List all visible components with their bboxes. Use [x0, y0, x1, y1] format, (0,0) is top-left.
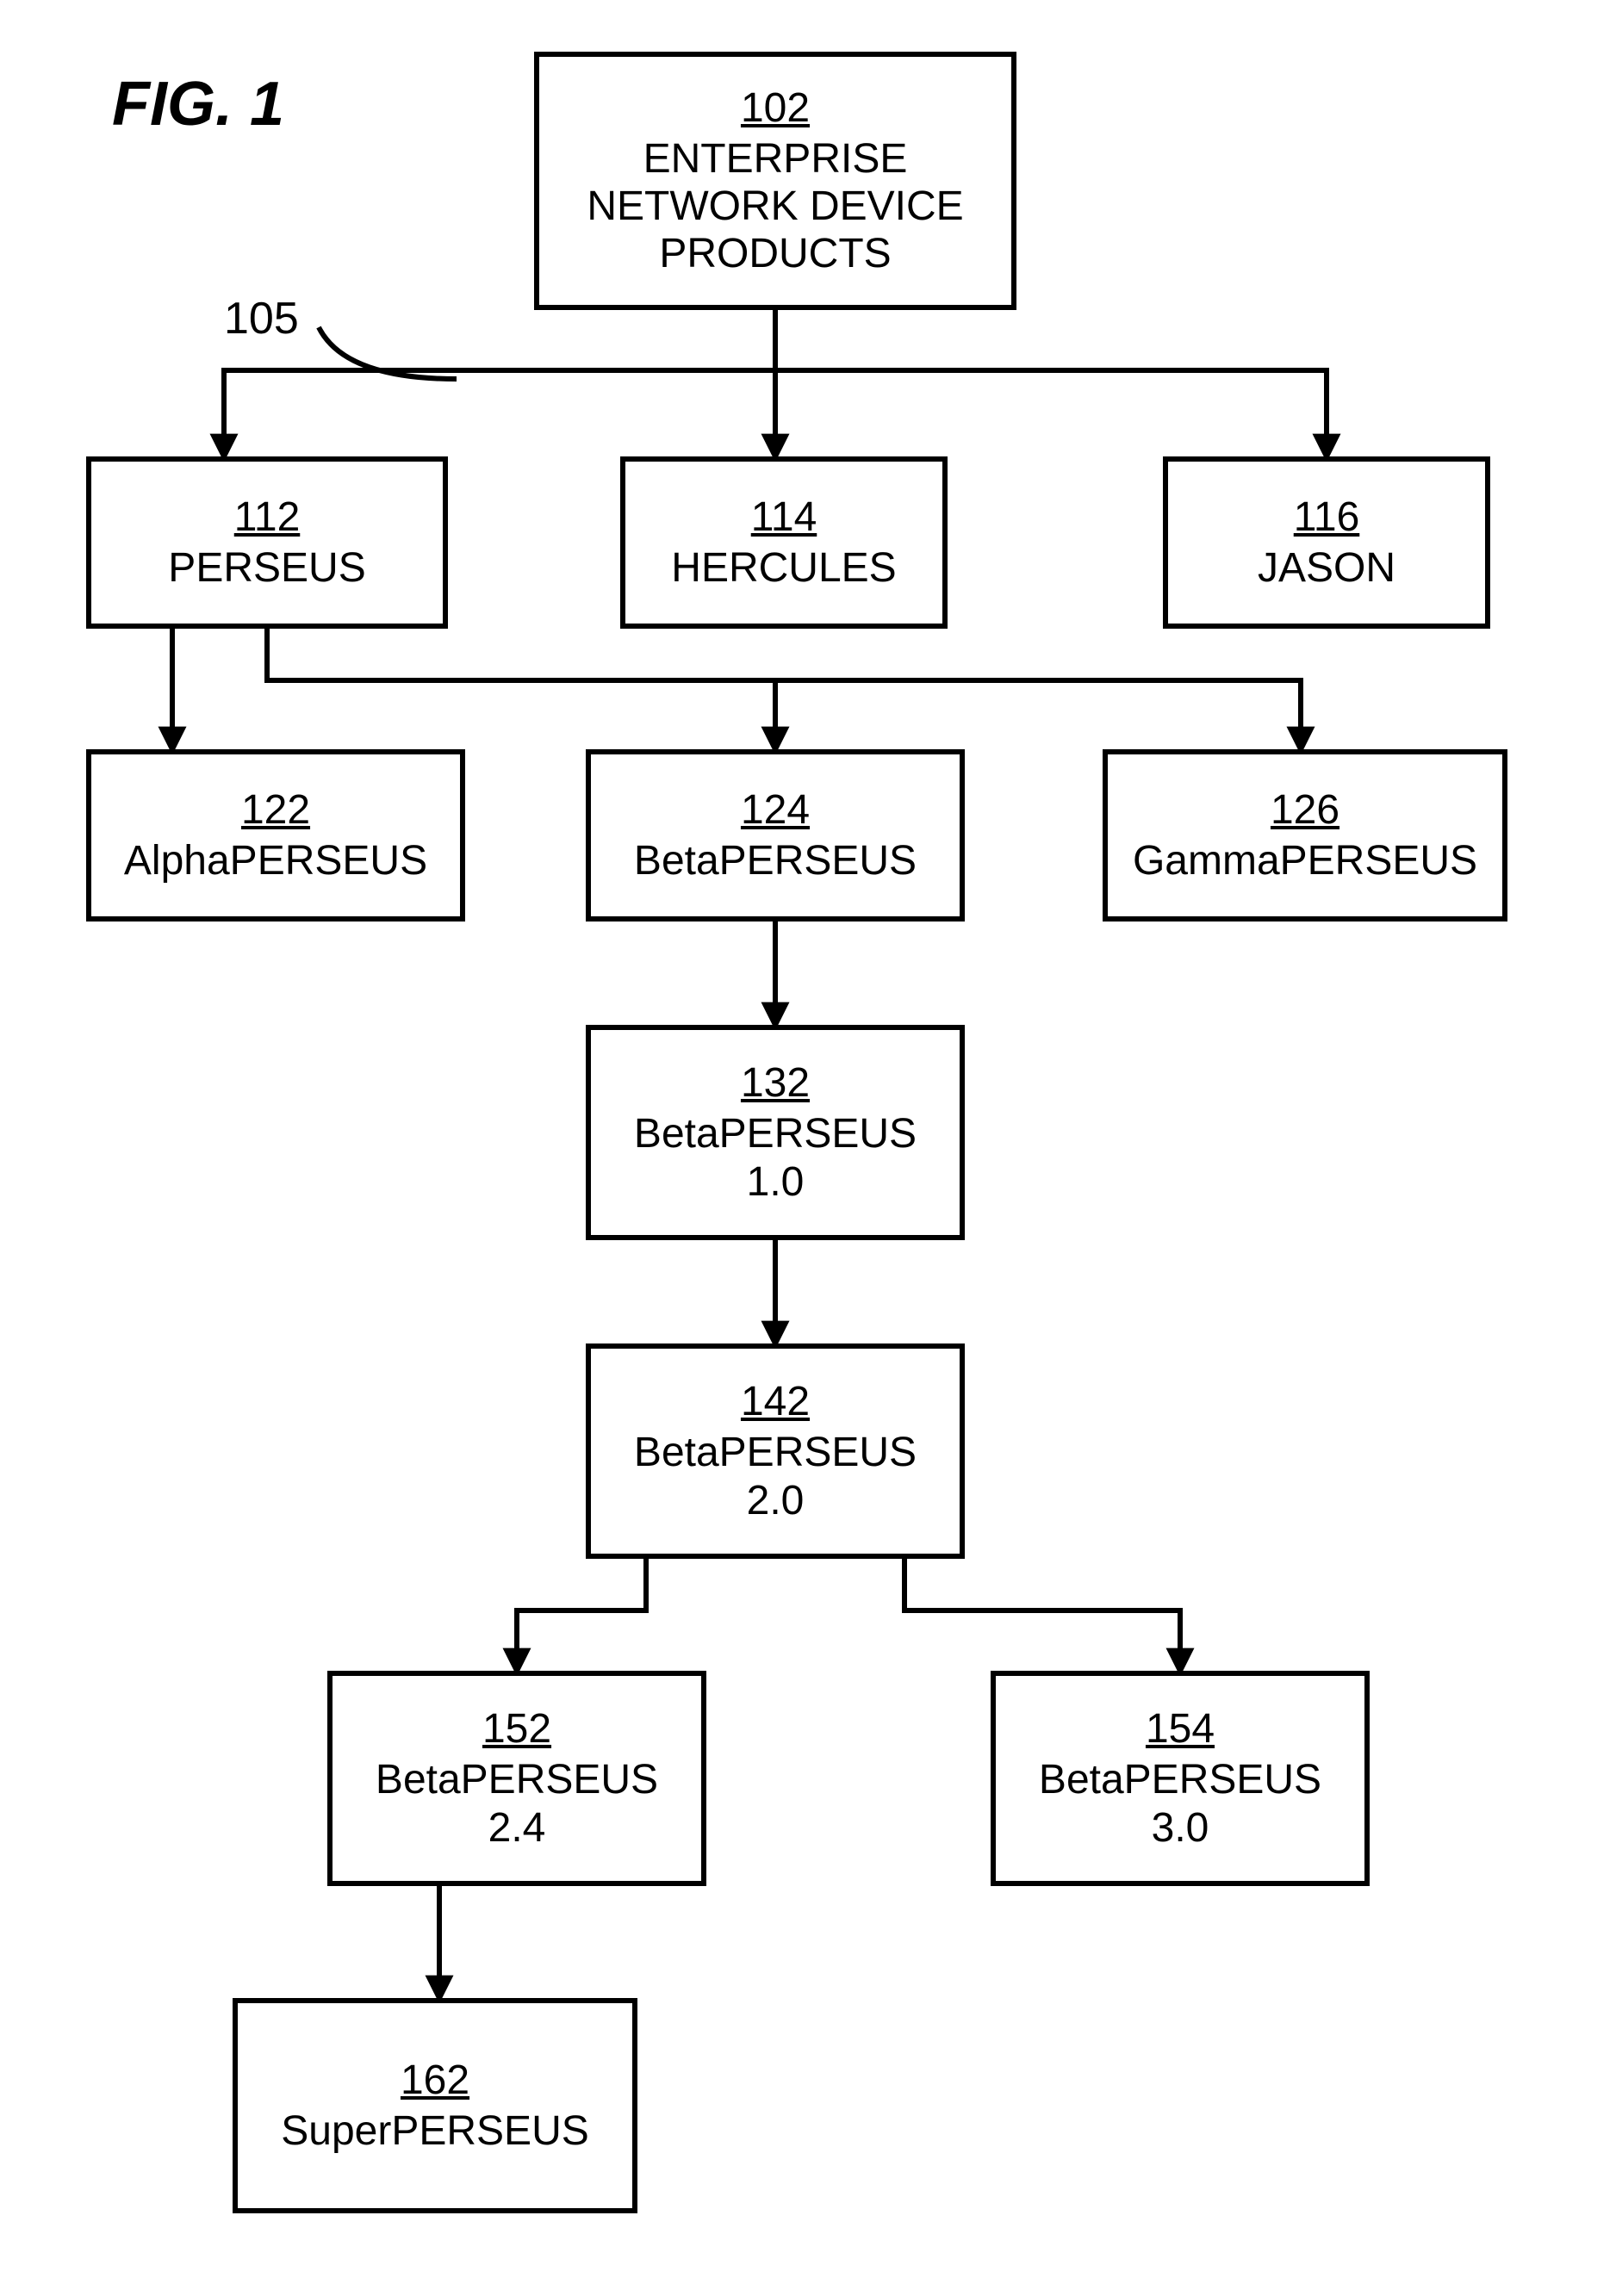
node-id: 162 — [401, 2057, 469, 2104]
node-122: 122 AlphaPERSEUS — [86, 749, 465, 922]
node-id: 154 — [1146, 1705, 1215, 1753]
node-id: 116 — [1294, 493, 1360, 541]
diagram-canvas: FIG. 1 102 ENTERPRISENETWORK DEVICEPRODU… — [0, 0, 1616, 2296]
node-162: 162 SuperPERSEUS — [233, 1998, 637, 2213]
node-label: GammaPERSEUS — [1133, 837, 1477, 884]
node-142: 142 BetaPERSEUS2.0 — [586, 1343, 965, 1559]
node-116: 116 JASON — [1163, 456, 1490, 629]
node-id: 102 — [741, 84, 810, 132]
node-label: HERCULES — [671, 544, 896, 592]
node-label: SuperPERSEUS — [281, 2107, 589, 2155]
node-id: 114 — [751, 493, 817, 541]
node-132: 132 BetaPERSEUS1.0 — [586, 1025, 965, 1240]
node-label: BetaPERSEUS1.0 — [634, 1110, 917, 1205]
node-label: BetaPERSEUS3.0 — [1039, 1756, 1321, 1851]
node-id: 124 — [741, 786, 810, 834]
node-id: 142 — [741, 1378, 810, 1425]
node-124: 124 BetaPERSEUS — [586, 749, 965, 922]
node-label: PERSEUS — [168, 544, 365, 592]
figure-title: FIG. 1 — [112, 69, 284, 140]
node-label: AlphaPERSEUS — [124, 837, 427, 884]
node-id: 152 — [482, 1705, 551, 1753]
node-label: BetaPERSEUS — [634, 837, 917, 884]
node-id: 112 — [234, 493, 301, 541]
node-label: ENTERPRISENETWORK DEVICEPRODUCTS — [587, 135, 963, 278]
node-id: 126 — [1271, 786, 1339, 834]
node-id: 132 — [741, 1059, 810, 1107]
node-label: BetaPERSEUS2.4 — [376, 1756, 658, 1851]
node-152: 152 BetaPERSEUS2.4 — [327, 1671, 706, 1886]
node-114: 114 HERCULES — [620, 456, 948, 629]
node-label: BetaPERSEUS2.0 — [634, 1429, 917, 1523]
node-112: 112 PERSEUS — [86, 456, 448, 629]
node-126: 126 GammaPERSEUS — [1103, 749, 1507, 922]
node-154: 154 BetaPERSEUS3.0 — [991, 1671, 1370, 1886]
node-102: 102 ENTERPRISENETWORK DEVICEPRODUCTS — [534, 52, 1016, 310]
node-label: JASON — [1258, 544, 1395, 592]
node-id: 122 — [241, 786, 310, 834]
annotation-105: 105 — [224, 293, 299, 344]
